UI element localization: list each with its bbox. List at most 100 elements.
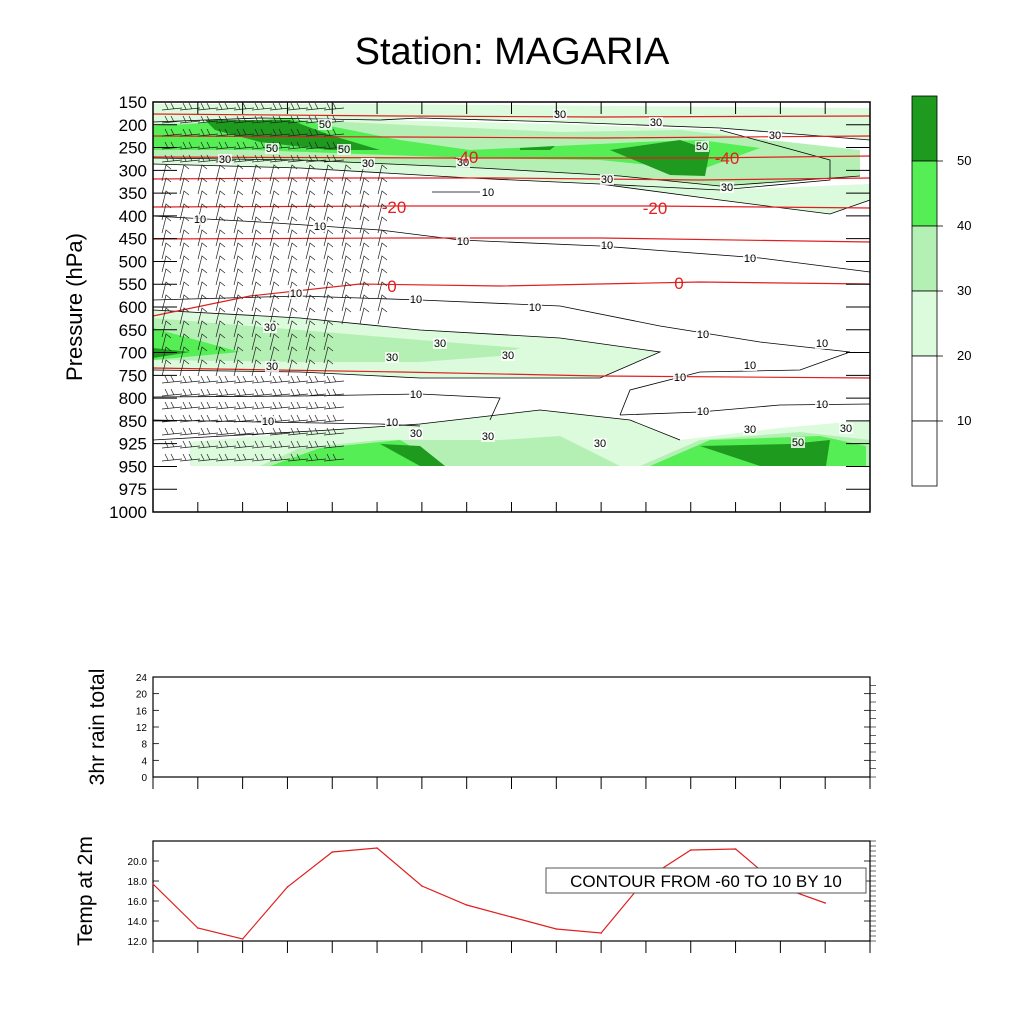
- wind-barb-162: [305, 268, 316, 286]
- wind-barb-75: [377, 177, 388, 195]
- contour-label-35: 30: [410, 428, 422, 440]
- wind-barb-102: [161, 216, 172, 234]
- wind-barb-202: [323, 307, 334, 325]
- pressure-label-925: 925: [119, 435, 147, 454]
- colorbar-label-30: 30: [957, 283, 971, 298]
- wind-barb-110: [305, 216, 316, 234]
- wind-barb-250: [233, 375, 255, 384]
- rain-ylabel-0: 0: [141, 773, 147, 784]
- wind-barb-278: [197, 414, 219, 423]
- pressure-label-650: 650: [119, 321, 147, 340]
- wind-barb-298: [197, 440, 219, 449]
- contour-label-30: 10: [410, 389, 422, 401]
- wind-barb-82: [269, 190, 280, 208]
- rain-axis: 0 4 8 12 16 20 24: [136, 673, 876, 789]
- wind-barb-51: [179, 164, 190, 182]
- wind-barb-70: [287, 177, 298, 195]
- contour-label-8: 30: [362, 158, 374, 170]
- wind-barb-218: [197, 333, 208, 351]
- wind-barb-235: [323, 346, 334, 364]
- contour-label-27: 30: [266, 361, 278, 373]
- temp2m-point-3: [286, 886, 289, 888]
- wind-barb-49: [323, 154, 345, 163]
- wind-barb-21: [179, 128, 201, 137]
- pressure-label-150: 150: [119, 93, 147, 112]
- wind-barb-247: [179, 375, 201, 384]
- wind-barb-310: [233, 453, 255, 462]
- wind-barb-24: [233, 128, 255, 137]
- wind-barb-6: [269, 102, 291, 111]
- temperature-contour-3: [152, 177, 871, 181]
- contour-label-42: -40: [715, 149, 740, 168]
- wind-barb-63: [161, 177, 172, 195]
- wind-barb-294: [305, 427, 327, 436]
- wind-barb-287: [179, 427, 201, 436]
- wind-barb-211: [251, 320, 262, 338]
- colorbar-label-10: 10: [957, 413, 971, 428]
- contour-label-32: 10: [816, 399, 828, 411]
- wind-barb-182: [197, 294, 208, 312]
- contour-label-bg-20: [528, 302, 542, 313]
- wind-barb-20: [161, 128, 183, 137]
- wind-barb-86: [341, 190, 352, 208]
- wind-barb-215: [323, 320, 334, 338]
- contour-label-15: 10: [457, 236, 469, 248]
- wind-barb-290: [233, 427, 255, 436]
- contour-label-28: 10: [744, 360, 756, 372]
- contour-label-41: -40: [454, 148, 479, 167]
- wind-barb-196: [215, 307, 226, 325]
- wind-barb-199: [269, 307, 280, 325]
- wind-barb-50: [161, 164, 172, 182]
- wind-barb-161: [287, 268, 298, 286]
- wind-barb-119: [233, 229, 244, 247]
- temp2m-point-12: [689, 849, 692, 851]
- contour-label-45: 0: [387, 277, 396, 296]
- contour-info-frame: [545, 867, 867, 894]
- wind-barb-37: [287, 141, 309, 150]
- wind-barb-169: [197, 281, 208, 299]
- contour-label-bg-13: [193, 214, 207, 225]
- wind-barb-176: [323, 281, 334, 299]
- wind-barb-257: [179, 388, 201, 397]
- wind-barb-121: [269, 229, 280, 247]
- wind-barb-142: [179, 255, 190, 273]
- wind-barb-301: [251, 440, 273, 449]
- wind-barb-14: [233, 115, 255, 124]
- contour-label-33: 10: [262, 416, 274, 428]
- contour-label-bg-30: [409, 389, 423, 400]
- wind-barb-155: [179, 268, 190, 286]
- wind-barb-284: [305, 414, 327, 423]
- temp-ylabel-14.0: 14.0: [128, 917, 148, 928]
- wind-speed-contour-5: [152, 215, 871, 273]
- temp2m-point-8: [510, 916, 513, 918]
- contour-info-label: CONTOUR FROM -60 TO 10 BY 10: [570, 872, 842, 891]
- temp2m-point-2: [241, 938, 244, 940]
- wind-barb-313: [287, 453, 309, 462]
- wind-barb-145: [233, 255, 244, 273]
- wind-barb-185: [251, 294, 262, 312]
- contour-label-bg-24: [433, 338, 447, 349]
- wind-barb-280: [233, 414, 255, 423]
- wind-barb-28: [305, 128, 327, 137]
- wind-barb-200: [287, 307, 298, 325]
- colorbar-box-5: [911, 420, 938, 487]
- pressure-label-1000: 1000: [109, 503, 147, 522]
- contour-label-bg-34: [385, 417, 399, 428]
- wind-barb-44: [233, 154, 255, 163]
- wind-speed-contour-9: [619, 351, 851, 416]
- wind-barb-222: [269, 333, 280, 351]
- rain-axis-title: 3hr rain total: [86, 669, 109, 786]
- contour-label-20: 10: [529, 302, 541, 314]
- wind-barb-299: [215, 440, 237, 449]
- temp2m-point-10: [600, 932, 602, 934]
- contour-label-bg-7: [218, 154, 232, 165]
- wind-barb-60: [341, 164, 352, 182]
- wind-barb-291: [251, 427, 273, 436]
- wind-barb-23: [215, 128, 237, 137]
- temp2m-point-0: [152, 883, 154, 885]
- contour-label-bg-36: [481, 431, 495, 442]
- wind-barb-285: [323, 414, 345, 423]
- contour-label-34: 10: [386, 417, 398, 429]
- wind-barb-26: [269, 128, 291, 137]
- pressure-label-500: 500: [119, 252, 147, 271]
